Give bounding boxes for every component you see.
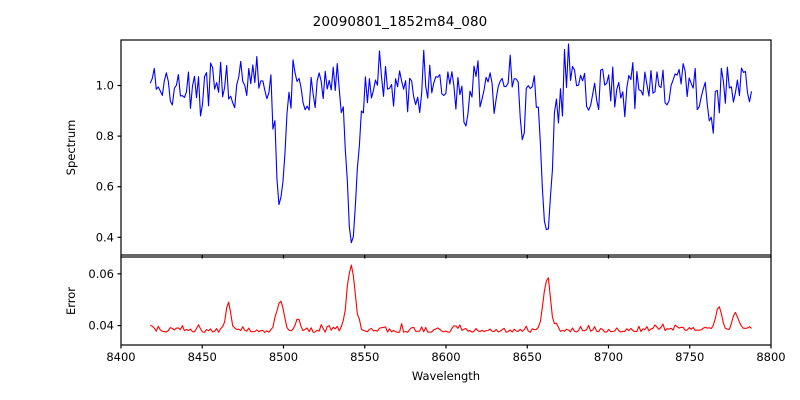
xtick-label: 8750 <box>675 350 704 364</box>
xtick-label: 8500 <box>269 350 298 364</box>
ylabel-spectrum: Spectrum <box>64 120 78 176</box>
xtick-label: 8450 <box>188 350 217 364</box>
error-series-group <box>150 264 752 333</box>
xtick-label: 8400 <box>106 350 135 364</box>
ytick-label-spectrum: 0.8 <box>96 129 114 143</box>
ytick-label-error: 0.04 <box>88 319 114 333</box>
ylabel-error: Error <box>64 287 78 315</box>
xtick-label: 8550 <box>350 350 379 364</box>
xtick-label: 8600 <box>431 350 460 364</box>
error-line <box>150 264 752 333</box>
xtick-label: 8650 <box>513 350 542 364</box>
ytick-label-spectrum: 0.6 <box>96 180 114 194</box>
ytick-label-error: 0.06 <box>88 267 114 281</box>
xtick-label: 8800 <box>756 350 785 364</box>
spectrum-line <box>149 43 753 244</box>
xtick-label: 8700 <box>594 350 623 364</box>
plot-title: 20090801_1852m84_080 <box>312 14 488 30</box>
xlabel: Wavelength <box>412 369 480 383</box>
ytick-label-spectrum: 1.0 <box>96 79 114 93</box>
ytick-label-spectrum: 0.4 <box>96 230 114 244</box>
spectrum-series-group <box>149 43 753 244</box>
panel-frame-spectrum <box>120 39 772 256</box>
